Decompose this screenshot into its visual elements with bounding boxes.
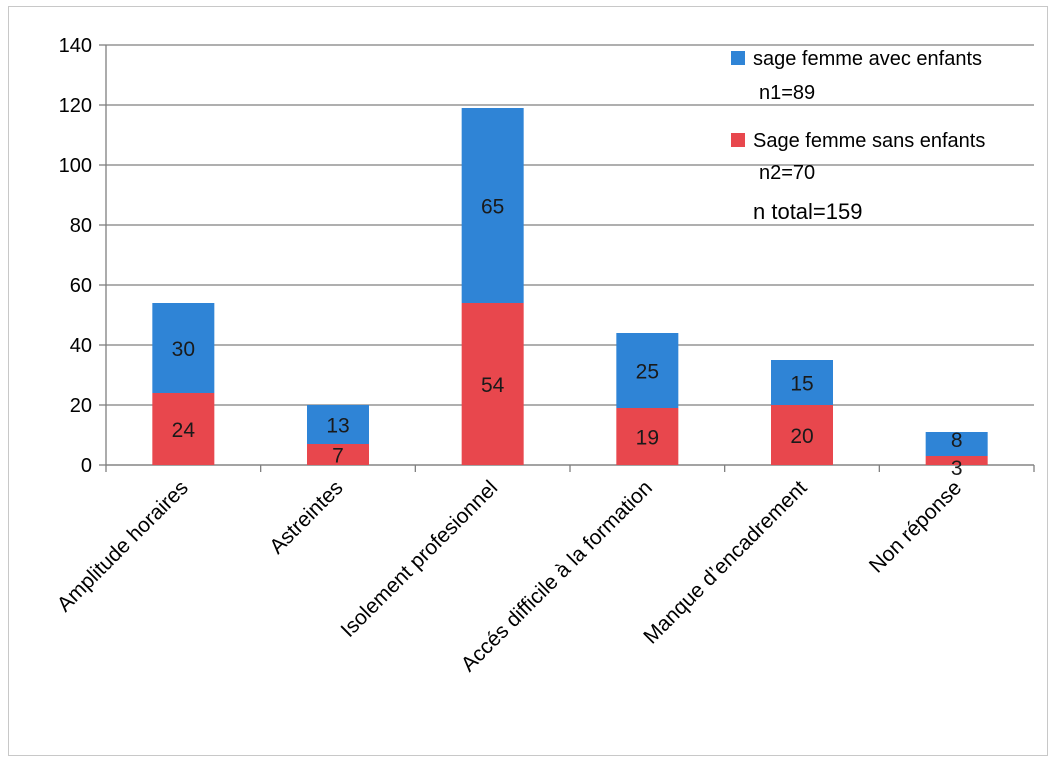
legend-label-with-children: sage femme avec enfants <box>753 48 982 70</box>
y-tick-label: 0 <box>81 455 92 477</box>
data-label: 19 <box>636 427 659 450</box>
axes: 0 20 40 60 80 100 120 140 <box>59 35 1035 477</box>
legend: sage femme avec enfants n1=89 Sage femme… <box>731 48 985 224</box>
data-label: 7 <box>332 445 344 468</box>
data-label: 20 <box>790 425 813 448</box>
bar-segment <box>616 333 679 408</box>
y-tick-label: 80 <box>70 215 92 237</box>
data-label: 65 <box>481 196 504 219</box>
stacked-bar-chart: 0 20 40 60 80 100 120 140 24 30 7 13 54 65 19 25 20 15 3 8… <box>53 35 1035 676</box>
y-tick-label: 120 <box>59 95 92 117</box>
bar-segment <box>771 360 833 405</box>
bar-segment <box>925 432 988 456</box>
y-tick-label: 100 <box>59 155 92 177</box>
legend-label-without-children: Sage femme sans enfants <box>753 130 985 152</box>
category-label: Non réponse <box>865 476 966 577</box>
legend-total-note: n total=159 <box>753 199 862 224</box>
legend-sub-without-children: n2=70 <box>759 162 815 184</box>
bar-segment <box>461 303 524 465</box>
gridlines <box>106 44 1034 466</box>
bar-segment <box>307 405 369 444</box>
bar-segment <box>307 444 369 465</box>
category-label: Manque d’encadrement <box>639 476 811 648</box>
y-tick-label: 60 <box>70 275 92 297</box>
bars <box>152 108 988 465</box>
category-label: Isolement profesionnel <box>337 476 503 642</box>
bar-segment <box>152 303 215 393</box>
data-label: 8 <box>951 429 963 452</box>
legend-sub-with-children: n1=89 <box>759 82 815 104</box>
bar-segment <box>771 405 833 465</box>
data-label: 15 <box>790 373 813 396</box>
bar-segment <box>461 108 524 303</box>
data-label: 24 <box>172 419 196 442</box>
data-label: 3 <box>951 457 963 480</box>
y-tick-label: 20 <box>70 395 92 417</box>
category-label: Astreintes <box>265 476 347 558</box>
y-tick-label: 140 <box>59 35 92 57</box>
data-label: 25 <box>636 361 659 384</box>
chart-frame: 0 20 40 60 80 100 120 140 24 30 7 13 54 65 19 25 20 15 3 8… <box>8 6 1048 756</box>
bar-segment <box>152 393 215 465</box>
legend-swatch-with-children <box>731 51 745 65</box>
bar-segment <box>925 456 988 465</box>
data-label: 30 <box>172 338 195 361</box>
y-tick-label: 40 <box>70 335 92 357</box>
category-label: Amplitude horaires <box>53 476 193 616</box>
data-label: 13 <box>326 415 349 438</box>
data-labels: 24 30 7 13 54 65 19 25 20 15 3 8 <box>172 196 963 481</box>
legend-swatch-without-children <box>731 133 745 147</box>
data-label: 54 <box>481 374 505 397</box>
bar-segment <box>616 408 679 465</box>
